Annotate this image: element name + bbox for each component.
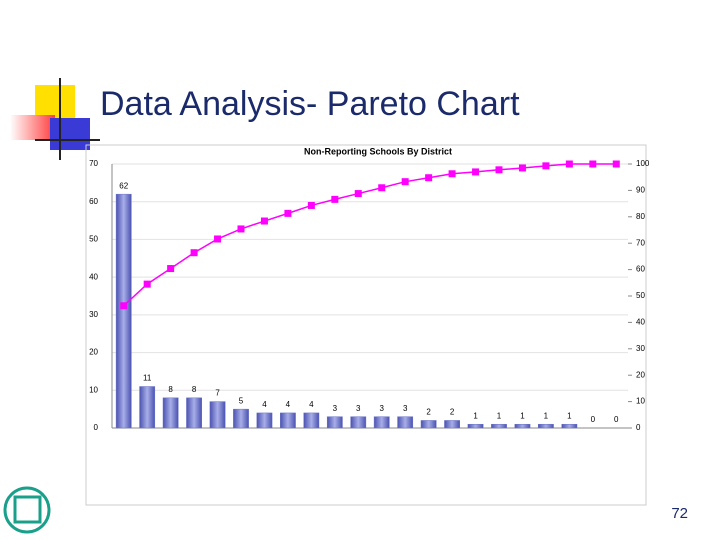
cumulative-line [123,163,617,307]
bar [280,412,296,429]
line-marker [214,235,222,243]
data-label: 3 [356,404,361,413]
data-label: 8 [192,385,197,394]
bar [444,420,460,429]
line-marker [237,225,245,233]
line-marker [565,160,573,168]
y-tick-label: 40 [89,272,98,281]
y-tick-label: 10 [89,385,98,394]
data-label: 1 [544,411,549,420]
data-label: 4 [286,400,291,409]
bar [139,386,156,429]
line-marker [167,265,175,273]
line-marker [260,217,268,225]
bar [397,416,414,429]
bar [514,423,531,429]
line-marker [542,162,550,170]
y2-tick-label: 80 [636,212,645,221]
y2-tick-label: 90 [636,186,645,195]
y-tick-label: 50 [89,235,98,244]
line-marker [307,201,315,209]
bar [115,193,132,429]
data-label: 0 [614,415,619,424]
line-marker [495,166,503,174]
y-tick-label: 0 [94,423,99,432]
line-marker [143,280,151,288]
line-marker [612,160,620,168]
y-tick-label: 30 [89,310,98,319]
bar [373,416,390,429]
data-label: 2 [450,408,455,417]
data-label: 1 [497,411,502,420]
y2-tick-label: 10 [636,397,645,406]
bar [256,412,273,429]
data-label: 1 [473,411,478,420]
y2-tick-label: 50 [636,291,645,300]
y2-tick-label: 100 [636,159,650,168]
line-marker [354,190,362,198]
y2-tick-label: 30 [636,344,645,353]
line-marker [472,168,480,176]
line-marker [425,174,433,182]
line-marker [284,209,292,217]
data-label: 0 [591,415,596,424]
bar [350,416,367,429]
decoration [3,78,100,534]
line-marker [518,164,526,172]
y2-tick-label: 60 [636,265,645,274]
data-label: 7 [215,389,220,398]
bar [209,401,226,429]
bar [538,423,554,429]
data-label: 4 [262,400,267,409]
bar [186,397,202,429]
slide-title: Data Analysis- Pareto Chart [100,85,520,123]
chart-title: Non-Reporting Schools By District [304,146,452,156]
y2-tick-label: 40 [636,318,645,327]
y-tick-label: 60 [89,197,98,206]
line-marker [589,160,597,168]
data-label: 11 [143,374,152,383]
y-tick-label: 70 [89,159,98,168]
bar [561,423,578,429]
bar [467,423,484,429]
data-label: 8 [168,385,173,394]
bar [233,408,249,429]
bar [162,397,179,429]
data-label: 3 [403,404,408,413]
bar [420,420,437,429]
data-label: 62 [119,181,128,190]
data-label: 1 [567,411,572,420]
bar [326,416,343,429]
line-marker [120,302,128,310]
chart-frame [85,144,647,506]
line-marker [448,170,456,178]
page-number: 72 [671,505,688,522]
line-marker [331,195,339,203]
data-label: 5 [239,396,244,405]
y2-tick-label: 70 [636,238,645,247]
line-marker [401,178,409,186]
y2-tick-label: 0 [636,423,641,432]
y-tick-label: 20 [89,348,98,357]
y2-tick-label: 20 [636,370,645,379]
data-label: 1 [520,411,525,420]
line-marker [190,249,198,257]
data-label: 3 [333,404,338,413]
data-label: 3 [380,404,385,413]
data-label: 4 [309,400,314,409]
bar [491,423,507,429]
bar [303,412,320,429]
line-marker [378,184,386,192]
data-label: 2 [426,408,431,417]
